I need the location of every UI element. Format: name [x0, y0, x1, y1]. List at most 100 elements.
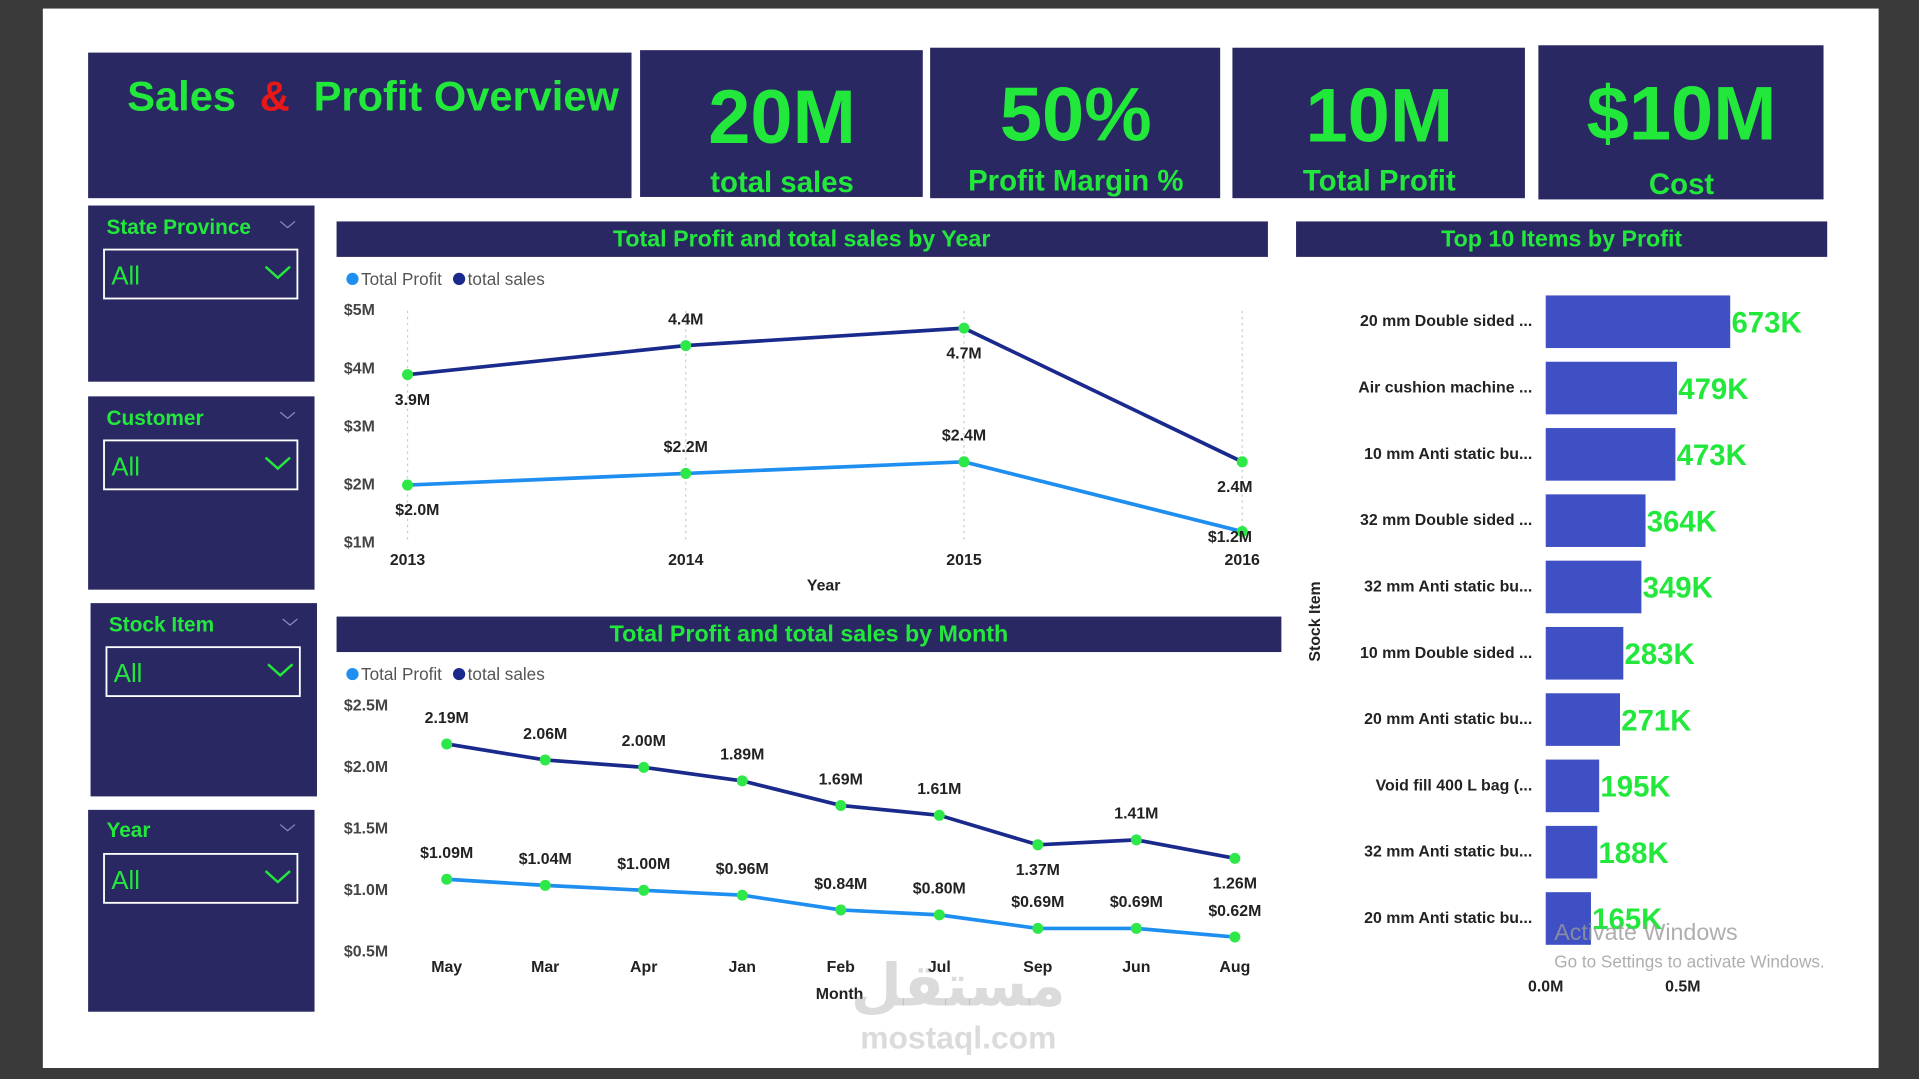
- bar: [1545, 361, 1678, 415]
- kpi-card: [930, 47, 1221, 199]
- filter-dropdown[interactable]: [103, 248, 299, 300]
- dropdown-arrow: [267, 663, 294, 677]
- data-label: 1.89M: [720, 747, 764, 764]
- data-label: $0.69M: [1011, 894, 1064, 911]
- y-tick-label: 20 mm Double sided ...: [1360, 313, 1532, 330]
- data-point: [1130, 922, 1142, 934]
- y-tick-label: $1.0M: [344, 882, 388, 899]
- data-label: 1.69M: [819, 771, 863, 788]
- kpi-value: 20M: [708, 75, 856, 160]
- filter-label: Stock Item: [109, 614, 214, 637]
- x-tick-label: Sep: [1023, 959, 1052, 976]
- data-point: [441, 873, 453, 885]
- filter-dropdown[interactable]: [103, 439, 299, 491]
- legend-label: total sales: [468, 269, 545, 289]
- y-tick-label: $1.5M: [344, 820, 388, 837]
- y-tick-label: 32 mm Anti static bu...: [1364, 844, 1532, 861]
- data-point: [680, 340, 692, 352]
- title-part: &: [260, 72, 290, 119]
- chart-banner: [1296, 221, 1828, 257]
- filter-value: All: [114, 660, 143, 688]
- data-point: [1229, 852, 1241, 864]
- y-tick-label: Air cushion machine ...: [1358, 380, 1532, 397]
- charts: $1M $2M $3M $4M $5M 2013 2014 2015 2016 Year Total…: [344, 269, 1802, 1003]
- y-tick-label: 32 mm Double sided ...: [1360, 512, 1532, 529]
- data-point: [441, 738, 453, 750]
- kpi-card: [1232, 47, 1525, 199]
- filter-label: State Province: [106, 216, 251, 239]
- data-label: 1.41M: [1114, 806, 1158, 823]
- data-label: $2.0M: [395, 502, 439, 519]
- filter-dropdown[interactable]: [105, 646, 301, 698]
- kpi-value: 50%: [1000, 73, 1152, 158]
- filter-value: All: [111, 453, 140, 481]
- data-label: 165K: [1592, 903, 1662, 936]
- bar: [1545, 825, 1598, 879]
- data-point: [539, 879, 551, 891]
- data-point: [958, 322, 970, 334]
- data-point: [539, 754, 551, 766]
- legend-label: total sales: [468, 664, 545, 684]
- data-point: [736, 775, 748, 787]
- data-label: $0.69M: [1110, 894, 1163, 911]
- legend-label: Total Profit: [361, 664, 442, 684]
- os-activation-title: Activate Windows: [1554, 919, 1737, 945]
- os-activation-text: Go to Settings to activate Windows.: [1554, 952, 1824, 972]
- filter-chevron: [279, 220, 296, 229]
- bar: [1545, 494, 1646, 547]
- y-tick-label: $3M: [344, 418, 375, 435]
- title-part: Profit Overview: [314, 72, 620, 119]
- x-tick-label: Feb: [827, 959, 856, 976]
- data-label: $2.2M: [664, 439, 708, 456]
- filter-chevron: [279, 824, 296, 832]
- data-label: 195K: [1600, 771, 1670, 804]
- data-label: $1.2M: [1208, 529, 1252, 546]
- data-label: 1.61M: [917, 781, 961, 798]
- legend-label: Total Profit: [361, 269, 442, 289]
- x-tick-label: 0.0M: [1528, 979, 1563, 996]
- chart-title: Total Profit and total sales by Year: [613, 226, 991, 252]
- filter-dropdown[interactable]: [103, 852, 299, 904]
- data-label: 4.7M: [946, 345, 981, 362]
- data-point: [402, 369, 414, 381]
- watermark-logo: مستقل: [851, 954, 1066, 1019]
- data-label: $1.00M: [617, 856, 670, 873]
- y-tick-label: $1M: [344, 535, 375, 552]
- legend-marker: [452, 667, 466, 681]
- header-panel: [88, 52, 632, 199]
- kpi-value: 10M: [1305, 74, 1453, 159]
- y-tick-label: 32 mm Anti static bu...: [1364, 578, 1532, 595]
- y-tick-label: $2.0M: [344, 759, 388, 776]
- watermark: mostaql.com: [860, 1019, 1056, 1055]
- data-label: 271K: [1621, 704, 1691, 737]
- kpi-label: Profit Margin %: [968, 165, 1183, 198]
- data-label: 673K: [1731, 306, 1801, 339]
- bar: [1545, 892, 1591, 945]
- data-point: [638, 761, 650, 773]
- data-label: $2.4M: [942, 428, 986, 445]
- kpi-value: $10M: [1587, 71, 1777, 156]
- x-tick-label: Jan: [729, 959, 756, 976]
- filter-label: Year: [106, 819, 150, 842]
- filter-label: Customer: [106, 407, 203, 430]
- x-tick-label: Aug: [1219, 959, 1250, 976]
- kpi-cards: 20M total sales 50% Profit Margin % 10M …: [640, 45, 1824, 201]
- bar: [1545, 560, 1642, 614]
- data-point: [736, 889, 748, 901]
- y-tick-label: $0.5M: [344, 943, 388, 960]
- x-tick-label: Mar: [531, 959, 559, 976]
- bar: [1545, 295, 1731, 349]
- y-axis-title: Stock Item: [1307, 581, 1324, 661]
- filter-panel: [88, 809, 315, 1012]
- dropdown-arrow: [264, 870, 291, 884]
- header-title: Sales & Profit Overview: [127, 72, 619, 119]
- data-point: [958, 456, 970, 468]
- filter-chevron: [282, 618, 298, 626]
- y-tick-label: 20 mm Anti static bu...: [1364, 711, 1532, 728]
- filter-panel: [90, 603, 317, 797]
- chart-banner: [336, 221, 1268, 257]
- series-line: [407, 459, 1243, 534]
- data-label: 364K: [1647, 505, 1717, 538]
